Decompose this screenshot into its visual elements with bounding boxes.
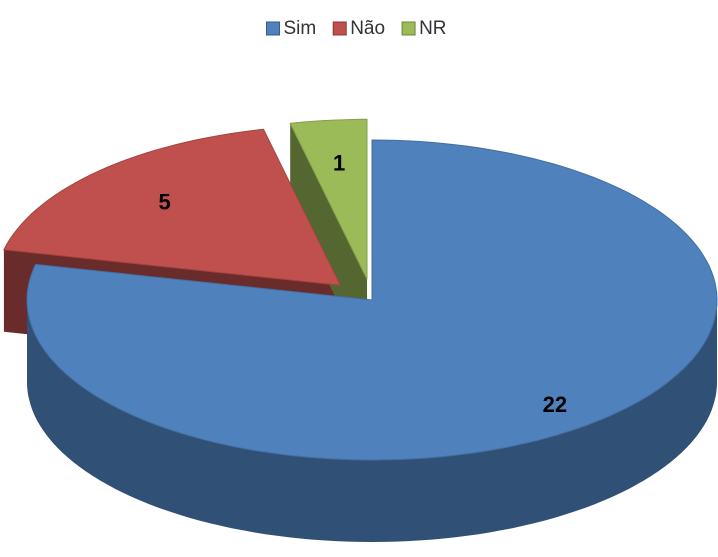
legend-label: Sim <box>283 18 316 39</box>
slice-side <box>27 300 717 542</box>
legend-swatch <box>401 21 416 36</box>
legend-label: NR <box>419 18 446 39</box>
slice <box>26 139 718 461</box>
legend-swatch <box>332 21 347 36</box>
legend-swatch <box>265 21 280 36</box>
legend: Sim Não NR <box>265 18 447 39</box>
slice <box>3 128 342 286</box>
value-label: 22 <box>543 392 567 417</box>
slice <box>289 118 368 280</box>
value-label: 5 <box>159 190 171 215</box>
value-label: 1 <box>333 151 345 176</box>
legend-label: Não <box>350 18 385 39</box>
